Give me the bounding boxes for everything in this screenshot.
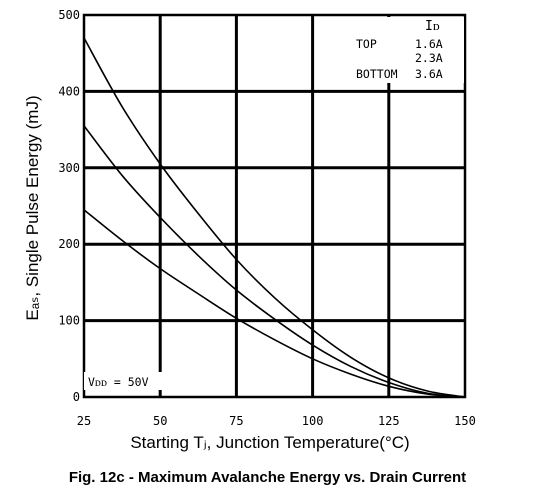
series-layer — [83, 37, 466, 398]
legend-row-bottom-value: 3.6A — [415, 67, 443, 81]
legend-row-mid-value: 2.3A — [415, 51, 443, 65]
legend-title: Iᴅ — [425, 19, 440, 34]
annotation-background — [84, 372, 172, 390]
series-line-3-6A — [83, 209, 466, 398]
series-line-1-6A — [83, 37, 466, 398]
legend-row-bottom-prefix: BOTTOM — [356, 67, 398, 81]
vdd-annotation: Vᴅᴅ = 50V — [88, 375, 149, 389]
legend-row-top-value: 1.6A — [415, 37, 443, 51]
x-tick-label: 100 — [302, 414, 324, 428]
y-tick-label: 400 — [58, 84, 80, 98]
legend: Iᴅ TOP 1.6A 2.3A BOTTOM 3.6A — [350, 17, 464, 83]
x-tick-label: 25 — [77, 414, 91, 428]
y-tick-label: 200 — [58, 237, 80, 251]
x-tick-label: 75 — [229, 414, 243, 428]
x-tick-label: 125 — [378, 414, 400, 428]
x-tick-label: 50 — [153, 414, 167, 428]
legend-row-top-prefix: TOP — [356, 37, 377, 51]
y-tick-label: 100 — [58, 314, 80, 328]
x-axis-title: Starting Tⱼ, Junction Temperature(°C) — [130, 433, 409, 452]
figure-caption: Fig. 12c - Maximum Avalanche Energy vs. … — [68, 469, 467, 486]
y-tick-label: 500 — [58, 8, 80, 22]
y-axis-title: Eₐₛ, Single Pulse Energy (mJ) — [23, 95, 42, 320]
series-line-2-3A — [83, 125, 466, 398]
y-tick-label: 300 — [58, 161, 80, 175]
tick-layer: 25 50 75 100 125 150 0 100 200 300 400 500 — [58, 8, 476, 428]
x-tick-label: 150 — [454, 414, 476, 428]
y-tick-label: 0 — [73, 390, 80, 404]
plot-frame — [82, 13, 467, 399]
legend-background — [350, 17, 464, 83]
